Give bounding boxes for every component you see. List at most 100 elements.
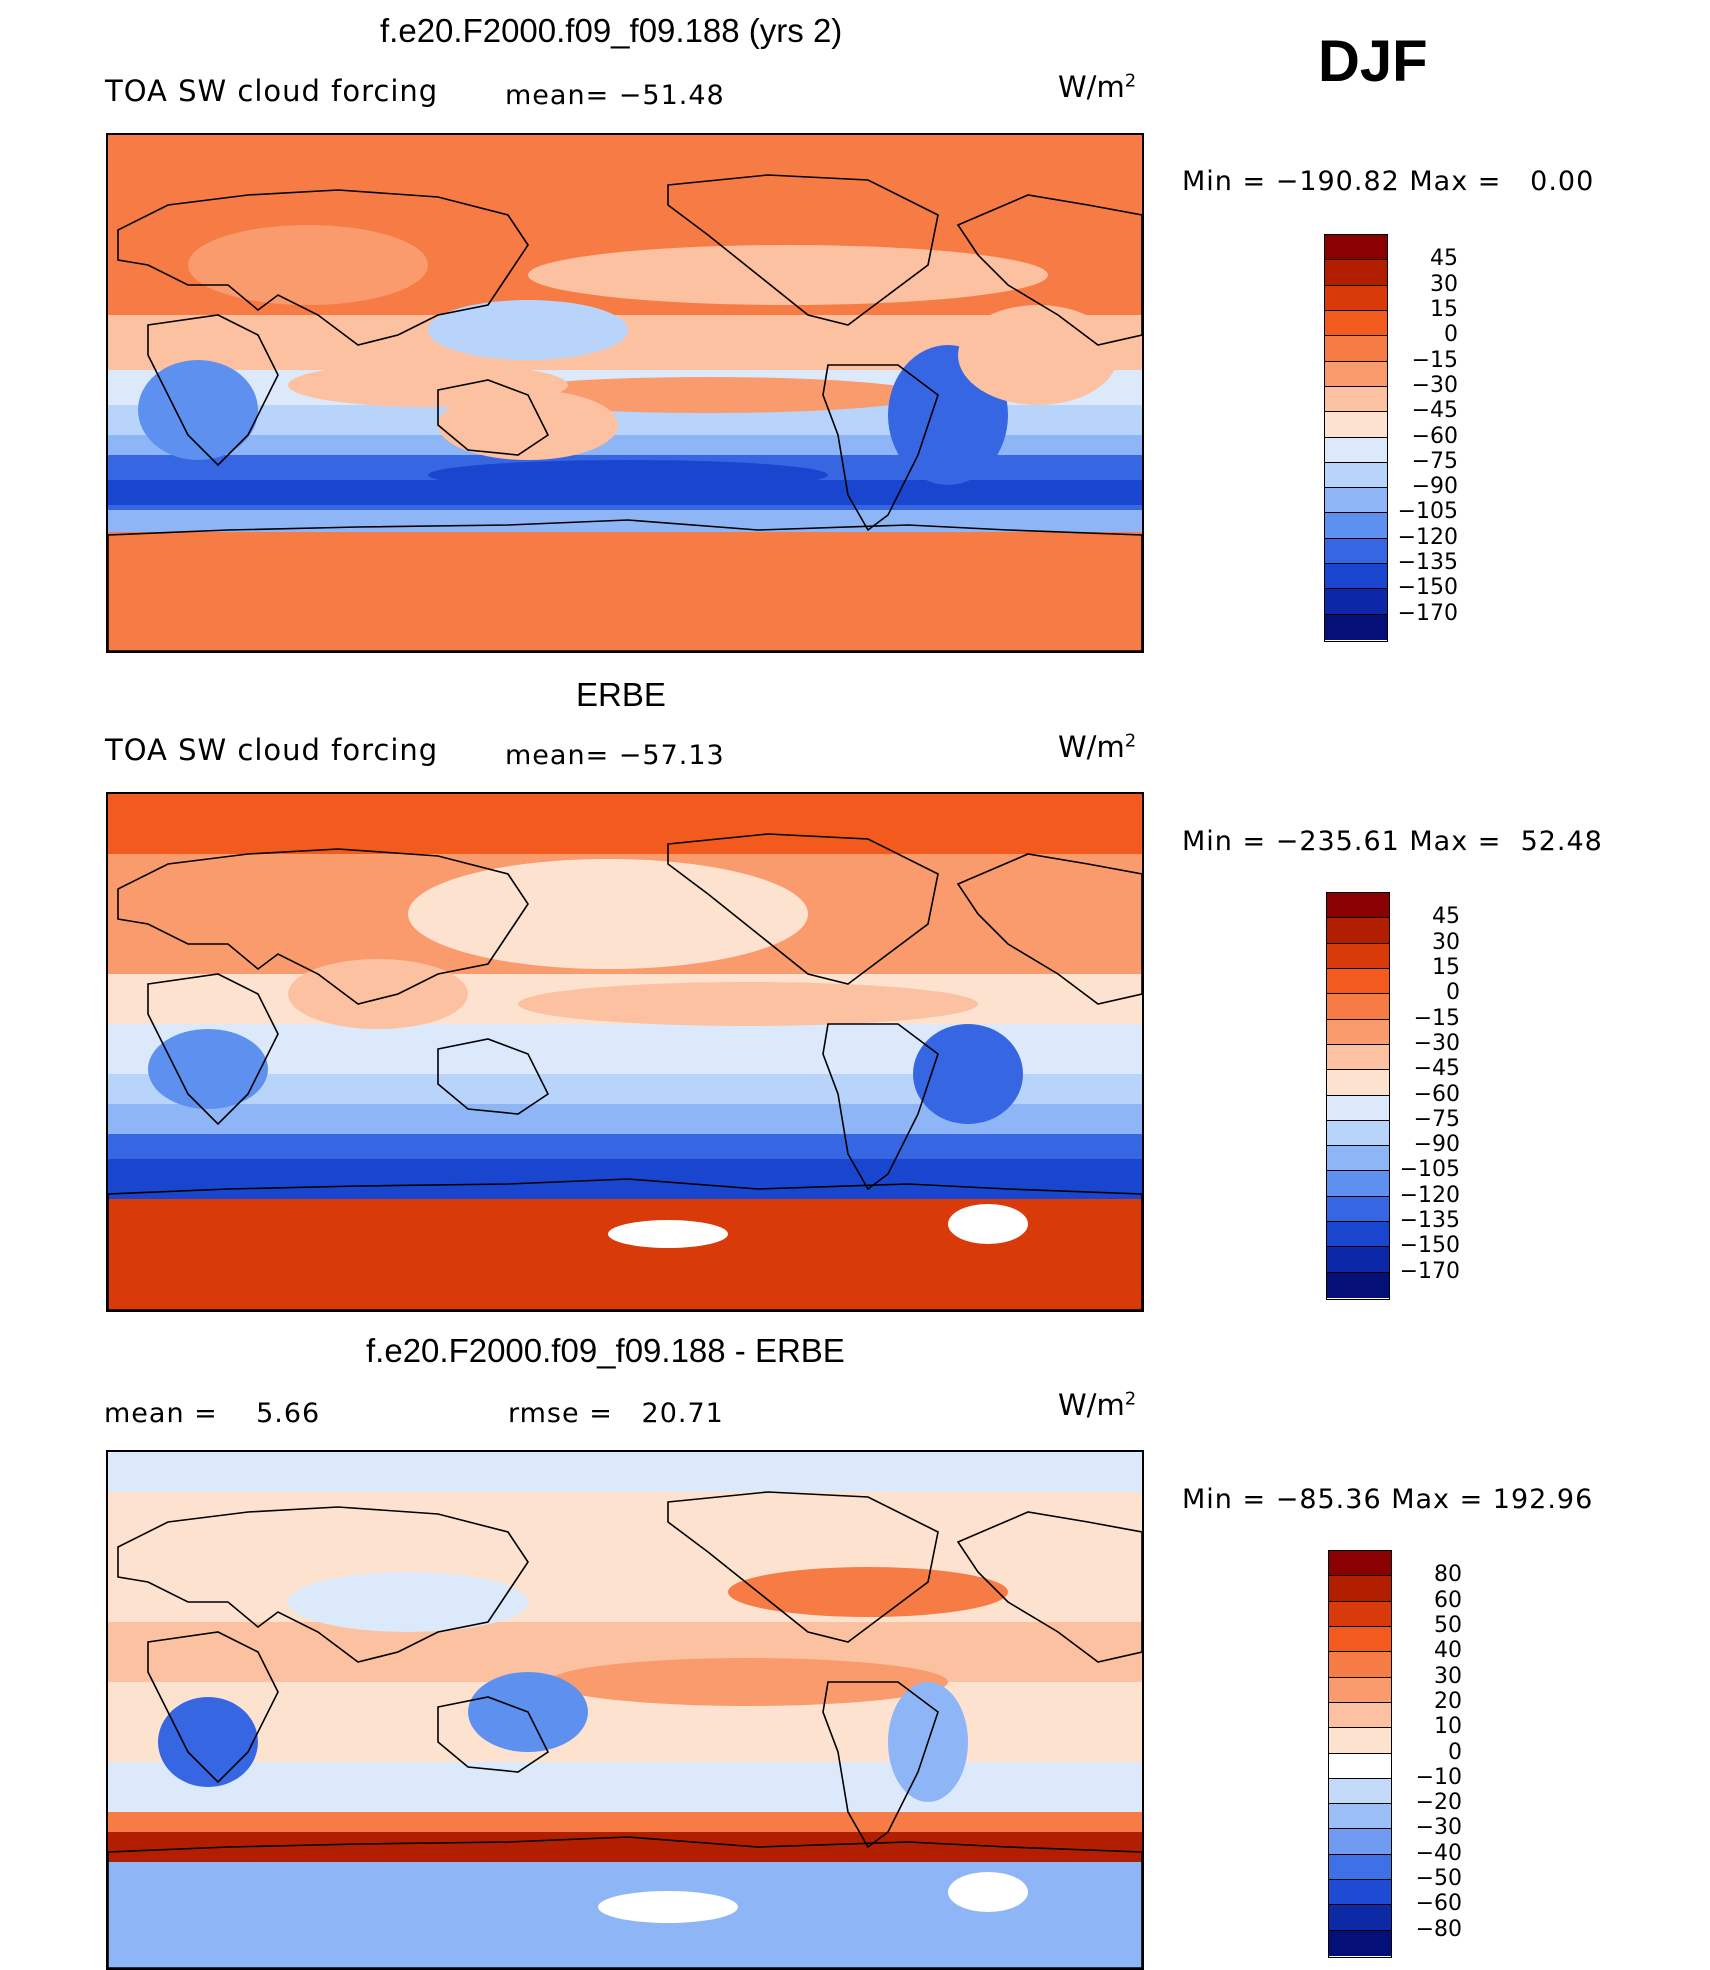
colorbar-swatch: [1325, 437, 1387, 463]
colorbar-tick-label: −120: [1399, 1182, 1460, 1208]
colorbar-tick-label: −45: [1413, 1056, 1460, 1082]
colorbar-tick-label: 50: [1434, 1612, 1462, 1638]
colorbar-swatch: [1329, 1576, 1391, 1602]
colorbar-tick-label: −90: [1413, 1132, 1460, 1158]
colorbar-tick-label: 15: [1432, 954, 1460, 980]
contour-band: [108, 794, 1142, 854]
panel3-units: W/m2: [1058, 1388, 1137, 1422]
colorbar-tick-label: 80: [1434, 1562, 1462, 1588]
coastline: [822, 1681, 939, 1849]
coastline: [956, 194, 1142, 346]
colorbar-tick-label: 40: [1434, 1638, 1462, 1664]
colorbar-tick-label: −60: [1415, 1891, 1462, 1917]
colorbar-swatch: [1325, 538, 1387, 565]
contour-region: [548, 1658, 948, 1706]
colorbar-tick-label: −50: [1415, 1866, 1462, 1892]
contour-region: [288, 1572, 528, 1632]
colorbar-swatch: [1327, 918, 1389, 944]
coastline: [108, 1178, 1142, 1310]
contour-band: [108, 532, 1142, 651]
colorbar-tick-label: −120: [1397, 524, 1458, 550]
colorbar-swatch: [1327, 1272, 1389, 1298]
coastline: [956, 853, 1142, 1005]
colorbar-swatch: [1325, 614, 1387, 640]
colorbar-tick-label: 45: [1430, 246, 1458, 272]
contour-region: [408, 859, 808, 969]
coastline: [822, 1023, 939, 1191]
coastline: [437, 1038, 550, 1115]
colorbar-tick-label: −10: [1415, 1764, 1462, 1790]
colorbar-tick-label: −105: [1397, 499, 1458, 525]
colorbar-tick-label: −60: [1411, 423, 1458, 449]
panel1-units: W/m2: [1058, 70, 1137, 104]
contour-region: [948, 1872, 1028, 1912]
panel2-title: ERBE: [576, 676, 666, 713]
colorbar-tick-label: −15: [1413, 1005, 1460, 1031]
contour-region: [188, 225, 428, 305]
colorbar-tick-label: −135: [1397, 550, 1458, 576]
panel1-variable-label: TOA SW cloud forcing: [105, 74, 439, 108]
panel2-units: W/m2: [1058, 730, 1137, 764]
colorbar-swatch: [1325, 564, 1387, 590]
colorbar-swatch: [1325, 513, 1387, 539]
contour-region: [958, 305, 1118, 405]
panel2-minmax: Min = −235.61 Max = 52.48: [1182, 826, 1603, 857]
contour-region: [428, 460, 828, 490]
colorbar-swatch: [1329, 1804, 1391, 1830]
colorbar-swatch: [1329, 1854, 1391, 1881]
coastline: [437, 379, 550, 456]
colorbar-swatch: [1325, 310, 1387, 337]
panel3-minmax: Min = −85.36 Max = 192.96: [1182, 1484, 1594, 1515]
colorbar-swatch: [1327, 968, 1389, 995]
coastline: [667, 1491, 939, 1643]
contour-band: [108, 1452, 1142, 1492]
coastline: [822, 364, 939, 532]
colorbar-swatch: [1325, 386, 1387, 413]
colorbar-tick-label: −45: [1411, 398, 1458, 424]
colorbar-tick-label: 30: [1430, 271, 1458, 297]
panel3-colorbar: [1328, 1550, 1392, 1958]
colorbar-swatch: [1327, 1019, 1389, 1045]
colorbar-swatch: [1327, 1044, 1389, 1071]
colorbar-tick-label: −90: [1411, 474, 1458, 500]
colorbar-tick-label: −170: [1397, 600, 1458, 626]
colorbar-tick-label: −80: [1415, 1916, 1462, 1942]
colorbar-swatch: [1329, 1728, 1391, 1754]
panel3-map-svg: [108, 1452, 1142, 1968]
colorbar-tick-label: 60: [1434, 1587, 1462, 1613]
panel1-minmax: Min = −190.82 Max = 0.00: [1182, 166, 1595, 197]
colorbar-tick-label: −170: [1399, 1258, 1460, 1284]
colorbar-swatch: [1329, 1930, 1391, 1956]
contour-region: [138, 360, 258, 460]
panel1-map-svg: [108, 135, 1142, 651]
colorbar-swatch: [1327, 994, 1389, 1020]
colorbar-swatch: [1329, 1652, 1391, 1678]
colorbar-swatch: [1329, 1880, 1391, 1906]
coastline: [117, 189, 529, 346]
panel2-colorbar: [1326, 892, 1390, 1300]
colorbar-tick-label: −40: [1415, 1840, 1462, 1866]
coastline: [147, 1631, 279, 1784]
colorbar-swatch: [1327, 1247, 1389, 1273]
contour-band: [108, 1134, 1142, 1159]
colorbar-tick-label: −20: [1415, 1790, 1462, 1816]
colorbar-swatch: [1327, 943, 1389, 969]
colorbar-swatch: [1325, 235, 1387, 261]
coastline: [108, 1836, 1142, 1968]
colorbar-swatch: [1329, 1702, 1391, 1729]
colorbar-swatch: [1325, 462, 1387, 489]
colorbar-tick-label: 10: [1434, 1714, 1462, 1740]
season-label: DJF: [1318, 29, 1428, 94]
colorbar-swatch: [1327, 1222, 1389, 1248]
contour-band: [108, 1762, 1142, 1812]
coastline: [147, 314, 279, 467]
panel2-map-svg: [108, 794, 1142, 1310]
colorbar-swatch: [1327, 1146, 1389, 1172]
contour-region: [528, 245, 1048, 305]
contour-region: [148, 1029, 268, 1109]
contour-region: [518, 982, 978, 1026]
colorbar-swatch: [1329, 1551, 1391, 1577]
contour-region: [438, 390, 618, 460]
colorbar-swatch: [1329, 1677, 1391, 1703]
panel1-mean-label: mean= −51.48: [505, 80, 725, 111]
